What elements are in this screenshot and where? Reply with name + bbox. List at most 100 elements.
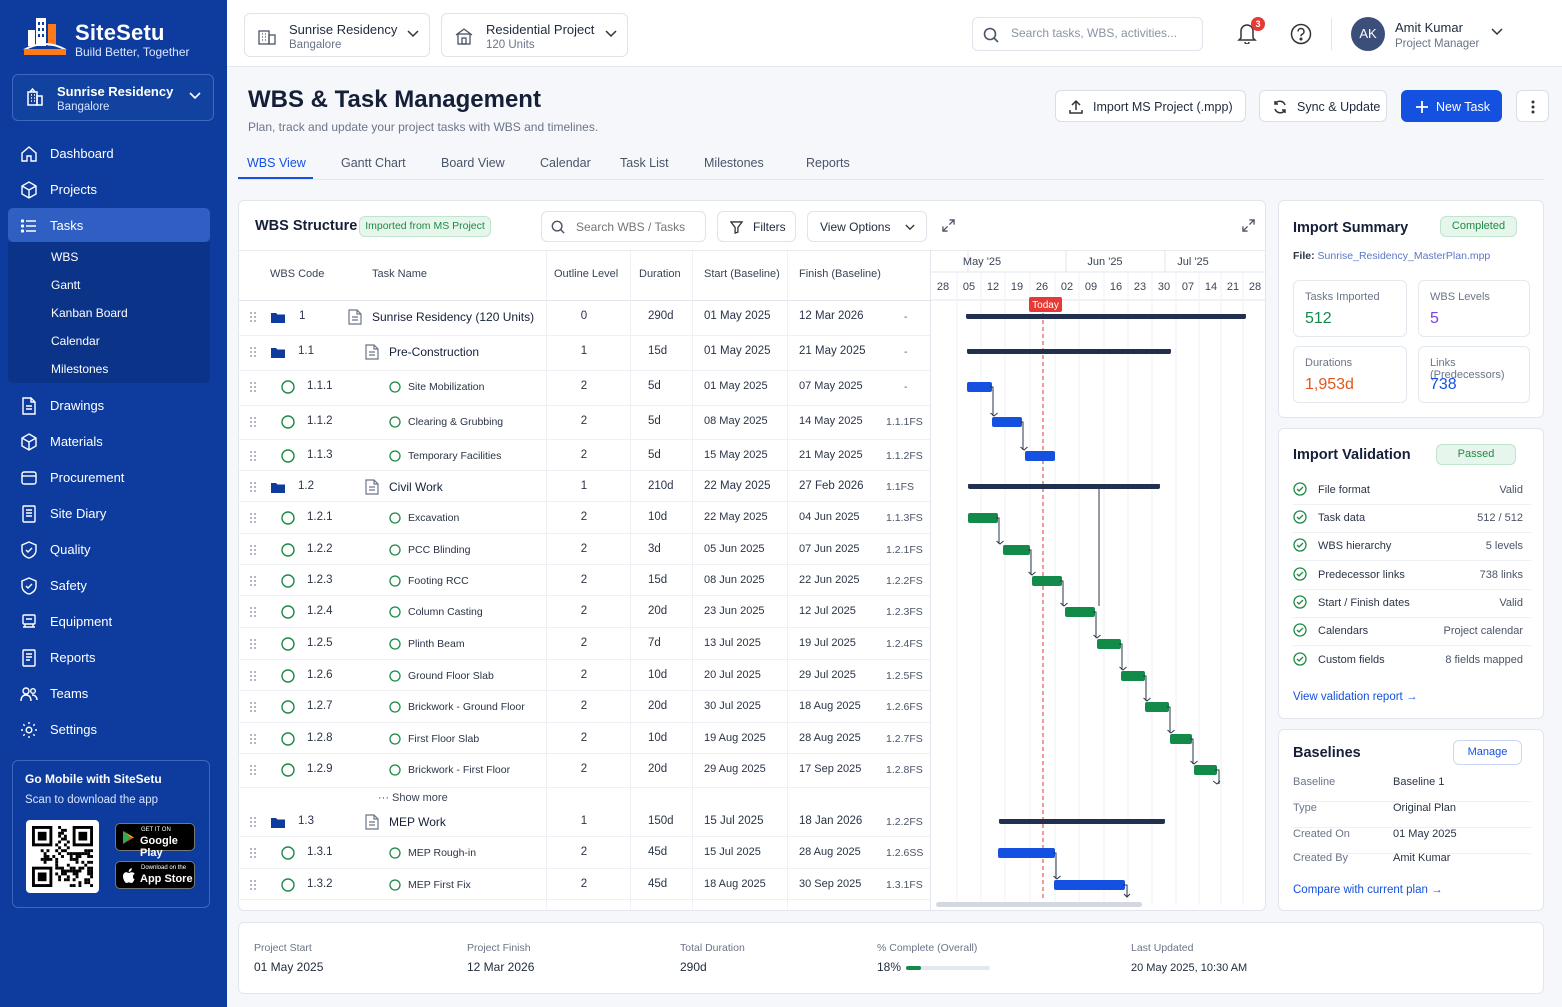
task-circle-icon[interactable] xyxy=(281,846,295,860)
sidebar-item-materials[interactable]: Materials xyxy=(8,424,210,458)
expand-table-icon[interactable] xyxy=(942,219,955,232)
sidebar-item-tasks[interactable]: Tasks xyxy=(8,208,210,242)
drag-handle-icon[interactable] xyxy=(249,416,257,428)
qr-code[interactable] xyxy=(26,820,99,893)
tab-board-view[interactable]: Board View xyxy=(441,156,505,170)
task-circle-icon[interactable] xyxy=(281,574,295,588)
sidebar-item-settings[interactable]: Settings xyxy=(8,712,210,746)
task-status-icon[interactable] xyxy=(389,670,401,682)
task-name-cell[interactable]: MEP First Fix xyxy=(408,879,471,891)
global-search-input[interactable] xyxy=(1011,26,1191,40)
app-store-button[interactable]: Download on the App Store xyxy=(115,861,195,889)
task-status-icon[interactable] xyxy=(389,606,401,618)
tab-reports[interactable]: Reports xyxy=(806,156,850,170)
sidebar-item-safety[interactable]: Safety xyxy=(8,568,210,602)
show-more-link[interactable]: ··· Show more xyxy=(378,792,448,804)
table-row[interactable]: 1.2.8 First Floor Slab 2 10d 19 Aug 2025 28 A… xyxy=(239,723,931,754)
sidebar-item-dashboard[interactable]: Dashboard xyxy=(8,136,210,170)
chevron-down-icon[interactable] xyxy=(1491,28,1503,36)
subnav-item-calendar[interactable]: Calendar xyxy=(51,334,100,348)
col-finish-baseline[interactable]: Finish (Baseline) xyxy=(799,268,881,280)
subnav-item-milestones[interactable]: Milestones xyxy=(51,362,109,376)
task-circle-icon[interactable] xyxy=(281,449,295,463)
sidebar-item-projects[interactable]: Projects xyxy=(8,172,210,206)
new-task-button[interactable]: New Task xyxy=(1401,90,1502,122)
task-status-icon[interactable] xyxy=(389,638,401,650)
table-row[interactable]: 1.3.2 MEP First Fix 2 45d 18 Aug 2025 30 Sep … xyxy=(239,869,931,900)
drag-handle-icon[interactable] xyxy=(249,816,257,828)
site-selector[interactable]: Sunrise Residency Bangalore xyxy=(12,74,214,121)
tab-calendar[interactable]: Calendar xyxy=(540,156,591,170)
task-circle-icon[interactable] xyxy=(281,511,295,525)
file-name[interactable]: Sunrise_Residency_MasterPlan.mpp xyxy=(1317,250,1491,262)
sidebar-item-site-diary[interactable]: Site Diary xyxy=(8,496,210,530)
brand[interactable]: SiteSetu Build Better, Together xyxy=(18,14,218,62)
drag-handle-icon[interactable] xyxy=(249,346,257,358)
drag-handle-icon[interactable] xyxy=(249,381,257,393)
drag-handle-icon[interactable] xyxy=(249,733,257,745)
project-type-select[interactable]: Residential Project 120 Units xyxy=(441,13,628,57)
drag-handle-icon[interactable] xyxy=(249,879,257,891)
drag-handle-icon[interactable] xyxy=(249,481,257,493)
task-circle-icon[interactable] xyxy=(281,605,295,619)
col-outline-level[interactable]: Outline Level xyxy=(554,268,619,280)
table-row[interactable]: 1.3 MEP Work 1 150d 15 Jul 2025 18 Jan 2026 1.… xyxy=(239,806,931,837)
task-name-cell[interactable]: Civil Work xyxy=(389,480,443,494)
task-circle-icon[interactable] xyxy=(281,637,295,651)
import-ms-project-button[interactable]: Import MS Project (.mpp) xyxy=(1055,90,1246,122)
drag-handle-icon[interactable] xyxy=(249,575,257,587)
filters-button[interactable]: Filters xyxy=(717,211,796,242)
drag-handle-icon[interactable] xyxy=(249,450,257,462)
task-name-cell[interactable]: Temporary Facilities xyxy=(408,450,502,462)
task-circle-icon[interactable] xyxy=(281,669,295,683)
drag-handle-icon[interactable] xyxy=(249,847,257,859)
task-name-cell[interactable]: Brickwork - Ground Floor xyxy=(408,701,525,713)
task-name-cell[interactable]: First Floor Slab xyxy=(408,733,480,745)
tab-wbs-view[interactable]: WBS View xyxy=(247,156,306,170)
task-circle-icon[interactable] xyxy=(281,415,295,429)
more-menu-button[interactable] xyxy=(1516,90,1549,122)
table-row[interactable]: 1.3.1 MEP Rough-in 2 45d 15 Jul 2025 28 Aug 2… xyxy=(239,837,931,869)
task-circle-icon[interactable] xyxy=(281,380,295,394)
task-status-icon[interactable] xyxy=(389,416,401,428)
tab-milestones[interactable]: Milestones xyxy=(704,156,764,170)
view-validation-report-link[interactable]: View validation report → xyxy=(1293,691,1417,703)
manage-baselines-button[interactable]: Manage xyxy=(1453,740,1522,765)
task-name-cell[interactable]: MEP Work xyxy=(389,815,446,829)
task-status-icon[interactable] xyxy=(389,575,401,587)
task-status-icon[interactable] xyxy=(389,847,401,859)
table-row[interactable]: 1.2.3 Footing RCC 2 15d 08 Jun 2025 22 Jun 20… xyxy=(239,565,931,596)
sidebar-item-quality[interactable]: Quality xyxy=(8,532,210,566)
view-options-select[interactable]: View Options xyxy=(807,211,927,242)
task-circle-icon[interactable] xyxy=(281,732,295,746)
tab-gantt-chart[interactable]: Gantt Chart xyxy=(341,156,406,170)
sidebar-item-reports[interactable]: Reports xyxy=(8,640,210,674)
task-circle-icon[interactable] xyxy=(281,878,295,892)
drag-handle-icon[interactable] xyxy=(249,670,257,682)
expand-gantt-icon[interactable] xyxy=(1242,219,1255,232)
wbs-search-input[interactable] xyxy=(576,220,698,234)
table-row[interactable]: 1.1 Pre-Construction 1 15d 01 May 2025 21 May… xyxy=(239,336,931,371)
bell-icon[interactable] xyxy=(1237,22,1257,44)
table-row[interactable]: 1.1.3 Temporary Facilities 2 5d 15 May 2025 2… xyxy=(239,440,931,471)
tab-task-list[interactable]: Task List xyxy=(620,156,669,170)
task-status-icon[interactable] xyxy=(389,450,401,462)
task-name-cell[interactable]: Footing RCC xyxy=(408,575,469,587)
col-start-baseline[interactable]: Start (Baseline) xyxy=(704,268,780,280)
sidebar-item-procurement[interactable]: Procurement xyxy=(8,460,210,494)
task-name-cell[interactable]: Column Casting xyxy=(408,606,483,618)
task-circle-icon[interactable] xyxy=(281,700,295,714)
subnav-item-kanban[interactable]: Kanban Board xyxy=(51,306,128,320)
table-row[interactable]: 1.2.1 Excavation 2 10d 22 May 2025 04 Jun 202… xyxy=(239,502,931,534)
table-row[interactable]: 1.2.7 Brickwork - Ground Floor 2 20d 30 Jul … xyxy=(239,691,931,723)
task-name-cell[interactable]: MEP Rough-in xyxy=(408,847,477,859)
task-status-icon[interactable] xyxy=(389,381,401,393)
google-play-button[interactable]: GET IT ON Google Play xyxy=(115,823,195,859)
task-name-cell[interactable]: Ground Floor Slab xyxy=(408,670,494,682)
task-name-cell[interactable]: Site Mobilization xyxy=(408,381,485,393)
table-row[interactable]: 1.1.2 Clearing & Grubbing 2 5d 08 May 2025 14… xyxy=(239,406,931,440)
sidebar-item-drawings[interactable]: Drawings xyxy=(8,388,210,422)
table-row[interactable]: 1.2.2 PCC Blinding 2 3d 05 Jun 2025 07 Jun 20… xyxy=(239,534,931,565)
task-status-icon[interactable] xyxy=(389,544,401,556)
drag-handle-icon[interactable] xyxy=(249,544,257,556)
